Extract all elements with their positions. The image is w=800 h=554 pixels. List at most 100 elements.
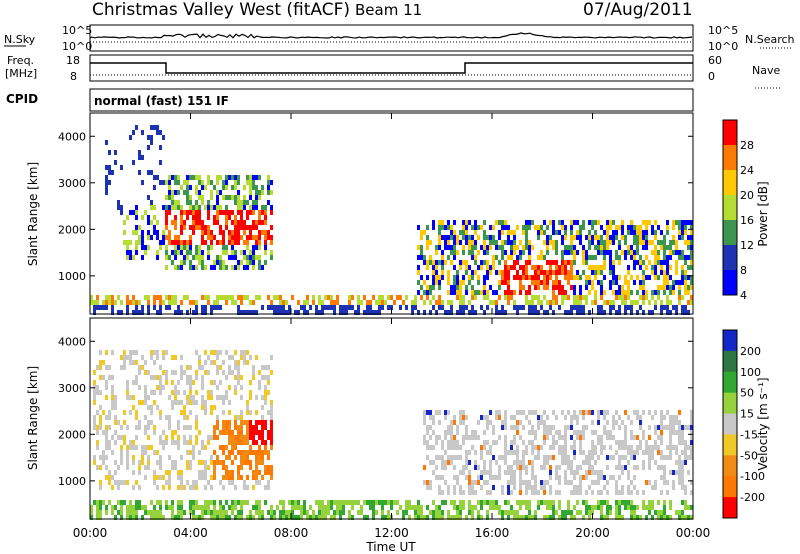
- heatmap-cell: [552, 455, 555, 460]
- heatmap-cell: [438, 280, 441, 285]
- heatmap-cell: [453, 290, 456, 295]
- heatmap-cell: [135, 215, 138, 220]
- heatmap-cell: [105, 185, 108, 190]
- heatmap-cell: [159, 380, 162, 385]
- heatmap-cell: [552, 505, 555, 510]
- heatmap-cell: [513, 240, 516, 245]
- heatmap-cell: [615, 255, 618, 260]
- heatmap-cell: [216, 255, 219, 260]
- heatmap-cell: [231, 460, 234, 465]
- heatmap-cell: [312, 300, 315, 305]
- heatmap-cell: [471, 285, 474, 290]
- heatmap-cell: [375, 500, 378, 505]
- heatmap-cell: [219, 350, 222, 355]
- heatmap-cell: [483, 275, 486, 280]
- heatmap-cell: [600, 235, 603, 240]
- heatmap-cell: [252, 300, 255, 305]
- heatmap-cell: [657, 295, 660, 300]
- heatmap-cell: [636, 415, 639, 420]
- heatmap-cell: [675, 220, 678, 225]
- heatmap-cell: [198, 460, 201, 465]
- heatmap-cell: [684, 485, 687, 490]
- heatmap-cell: [132, 510, 135, 515]
- heatmap-cell: [210, 405, 213, 410]
- heatmap-cell: [684, 460, 687, 465]
- heatmap-cell: [225, 350, 228, 355]
- heatmap-cell: [501, 275, 504, 280]
- heatmap-cell: [543, 435, 546, 440]
- heatmap-cell: [201, 365, 204, 370]
- heatmap-cell: [636, 225, 639, 230]
- heatmap-cell: [450, 290, 453, 295]
- heatmap-cell: [120, 460, 123, 465]
- cpid-panel: [89, 88, 694, 112]
- heatmap-cell: [477, 290, 480, 295]
- heatmap-cell: [663, 250, 666, 255]
- heatmap-cell: [495, 440, 498, 445]
- heatmap-cell: [621, 470, 624, 475]
- heatmap-cell: [180, 220, 183, 225]
- heatmap-cell: [504, 220, 507, 225]
- heatmap-cell: [492, 225, 495, 230]
- heatmap-cell: [177, 310, 180, 315]
- heatmap-cell: [501, 310, 504, 315]
- heatmap-cell: [666, 410, 669, 415]
- heatmap-cell: [498, 280, 501, 285]
- heatmap-cell: [246, 430, 249, 435]
- heatmap-cell: [540, 265, 543, 270]
- heatmap-cell: [306, 295, 309, 300]
- heatmap-cell: [156, 355, 159, 360]
- heatmap-cell: [186, 180, 189, 185]
- heatmap-cell: [588, 255, 591, 260]
- heatmap-cell: [147, 245, 150, 250]
- heatmap-cell: [609, 235, 612, 240]
- heatmap-cell: [603, 485, 606, 490]
- heatmap-cell: [117, 485, 120, 490]
- heatmap-cell: [579, 310, 582, 315]
- heatmap-cell: [612, 415, 615, 420]
- heatmap-cell: [168, 300, 171, 305]
- heatmap-cell: [192, 485, 195, 490]
- heatmap-cell: [531, 450, 534, 455]
- heatmap-cell: [144, 250, 147, 255]
- heatmap-cell: [507, 280, 510, 285]
- heatmap-cell: [327, 295, 330, 300]
- heatmap-cell: [621, 445, 624, 450]
- heatmap-cell: [486, 450, 489, 455]
- heatmap-cell: [570, 225, 573, 230]
- heatmap-cell: [177, 515, 180, 520]
- heatmap-cell: [225, 515, 228, 520]
- heatmap-cell: [618, 225, 621, 230]
- heatmap-cell: [666, 455, 669, 460]
- heatmap-cell: [114, 460, 117, 465]
- heatmap-cell: [450, 515, 453, 520]
- heatmap-cell: [108, 295, 111, 300]
- heatmap-cell: [492, 485, 495, 490]
- heatmap-cell: [525, 490, 528, 495]
- heatmap-cell: [150, 235, 153, 240]
- heatmap-cell: [168, 180, 171, 185]
- heatmap-cell: [162, 240, 165, 245]
- heatmap-cell: [180, 265, 183, 270]
- heatmap-cell: [513, 265, 516, 270]
- heatmap-cell: [462, 505, 465, 510]
- heatmap-cell: [432, 510, 435, 515]
- heatmap-cell: [435, 280, 438, 285]
- heatmap-cell: [453, 500, 456, 505]
- heatmap-cell: [114, 440, 117, 445]
- heatmap-cell: [516, 425, 519, 430]
- heatmap-cell: [606, 230, 609, 235]
- heatmap-cell: [93, 305, 96, 310]
- heatmap-cell: [111, 375, 114, 380]
- heatmap-cell: [564, 275, 567, 280]
- heatmap-cell: [222, 430, 225, 435]
- heatmap-cell: [462, 275, 465, 280]
- heatmap-cell: [240, 465, 243, 470]
- heatmap-cell: [333, 515, 336, 520]
- heatmap-cell: [168, 305, 171, 310]
- heatmap-cell: [93, 400, 96, 405]
- heatmap-cell: [225, 445, 228, 450]
- heatmap-cell: [159, 295, 162, 300]
- heatmap-cell: [498, 220, 501, 225]
- heatmap-cell: [204, 205, 207, 210]
